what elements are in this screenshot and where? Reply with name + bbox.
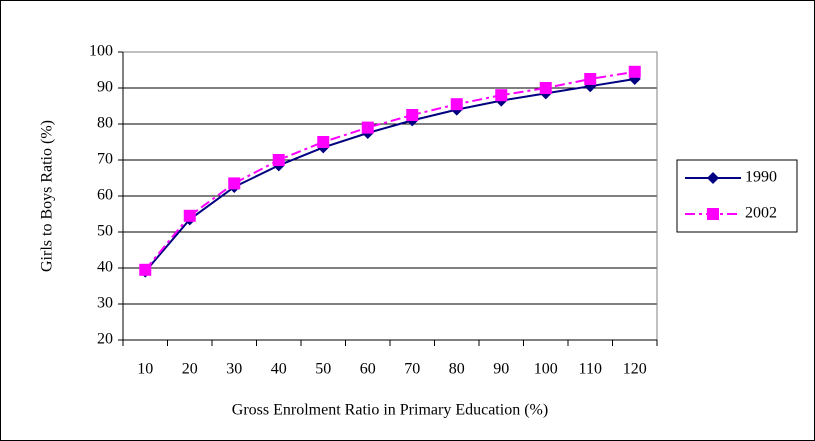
marker [707,172,719,184]
legend-label: 2002 [745,205,777,222]
y-tick-label: 50 [97,223,113,240]
marker [495,89,508,102]
marker [317,136,330,148]
series-line [144,78,635,273]
y-tick-label: 20 [97,331,113,348]
marker [183,209,196,222]
marker [272,154,285,166]
marker [361,121,374,134]
x-tick-label: 120 [623,361,647,378]
y-tick-label: 80 [97,115,113,132]
marker [406,109,419,121]
y-tick-label: 60 [97,187,113,204]
x-tick-label: 90 [493,361,509,378]
y-tick-label: 90 [97,79,113,96]
x-tick-label: 20 [182,361,198,378]
marker [539,82,552,94]
marker [628,65,641,78]
x-tick-label: 70 [404,361,420,378]
y-tick-label: 40 [97,259,113,276]
x-tick-label: 60 [360,361,376,378]
x-tick-label: 10 [137,361,153,378]
x-tick-label: 50 [315,361,331,378]
marker [139,263,152,276]
x-tick-label: 30 [226,361,242,378]
legend-box [676,159,798,233]
y-tick-label: 70 [97,151,113,168]
x-tick-label: 100 [534,361,558,378]
marker [450,98,463,111]
x-tick-label: 110 [579,361,602,378]
y-tick-label: 30 [97,295,113,312]
marker [228,177,241,190]
x-tick-label: 40 [271,361,287,378]
legend-label: 1990 [745,169,777,186]
y-tick-label: 100 [89,43,113,60]
marker [584,73,597,85]
y-axis-label: Girls to Boys Ratio (%) [39,120,56,272]
marker [707,208,719,220]
x-axis-label: Gross Enrolment Ratio in Primary Educati… [232,402,548,419]
x-tick-label: 80 [449,361,465,378]
